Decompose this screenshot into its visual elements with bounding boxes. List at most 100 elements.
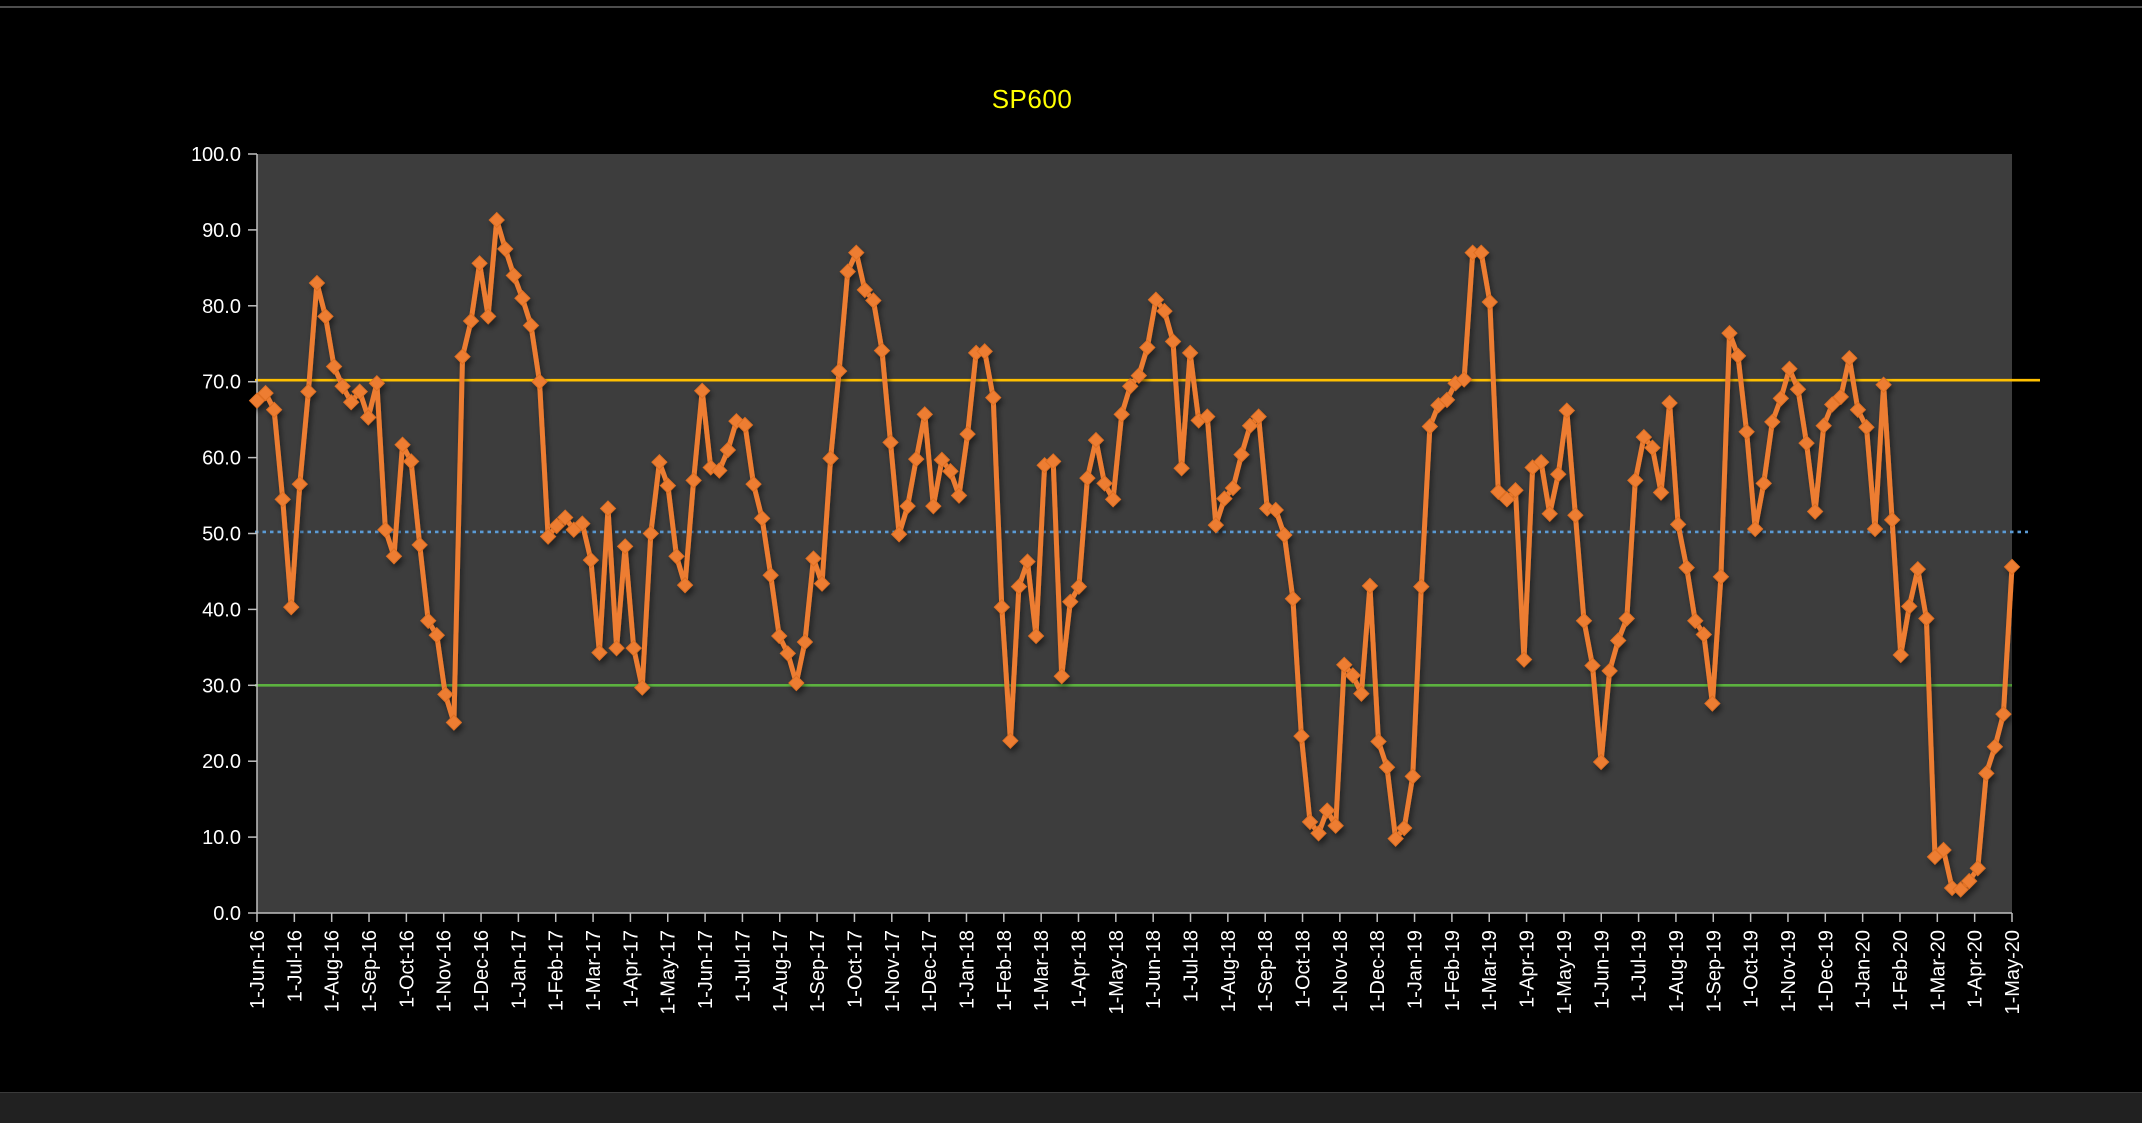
x-tick-label: 1-Nov-19 (1778, 930, 1800, 1012)
data-point-marker (1139, 339, 1156, 356)
data-point-marker (522, 317, 540, 334)
data-point-marker (1438, 391, 1456, 409)
data-point-marker (1609, 632, 1627, 649)
data-point-marker (428, 626, 445, 644)
data-point-marker (788, 674, 805, 692)
data-point-marker (1181, 344, 1199, 362)
data-point-marker (1575, 612, 1593, 629)
data-point-marker (985, 389, 1002, 406)
data-point-marker (479, 308, 497, 325)
data-point-marker (514, 290, 531, 307)
data-point-marker (1866, 520, 1884, 538)
data-point-marker (1002, 732, 1019, 749)
y-tick-label: 50.0 (202, 524, 241, 546)
data-point-marker (1669, 516, 1687, 533)
data-point-marker (907, 450, 925, 468)
x-tick-label: 1-Jan-17 (508, 930, 530, 1009)
data-point-marker (283, 598, 300, 616)
y-tick-label: 80.0 (202, 296, 241, 318)
y-tick-label: 40.0 (202, 599, 241, 621)
data-point-marker (411, 536, 428, 554)
data-point-marker (1978, 765, 1995, 782)
data-point-marker (865, 292, 882, 309)
x-tick-label: 1-Mar-20 (1927, 930, 1949, 1011)
data-point-marker (711, 462, 728, 479)
data-point-marker (377, 521, 394, 538)
data-point-marker (368, 375, 386, 392)
data-point-marker (1310, 825, 1327, 842)
data-point-marker (1584, 657, 1601, 674)
data-point-marker (300, 383, 317, 400)
data-point-marker (1455, 371, 1473, 388)
x-tick-label: 1-Apr-20 (1965, 930, 1987, 1008)
data-point-marker (308, 274, 326, 292)
x-tick-label: 1-Nov-17 (882, 930, 904, 1012)
data-point-marker (462, 312, 480, 330)
data-point-marker (873, 342, 891, 359)
data-point-marker (599, 500, 617, 517)
x-tick-label: 1-Dec-19 (1815, 930, 1837, 1012)
x-tick-label: 1-Jul-19 (1629, 930, 1651, 1002)
data-point-marker (1832, 388, 1849, 406)
x-tick-label: 1-Apr-18 (1068, 930, 1090, 1008)
data-point-marker (1541, 505, 1558, 522)
data-point-marker (1387, 830, 1404, 847)
data-point-marker (1627, 472, 1644, 489)
data-point-marker (1104, 491, 1122, 508)
data-point-marker (1687, 612, 1704, 629)
data-point-marker (1995, 705, 2012, 723)
data-point-marker (745, 475, 762, 493)
x-tick-label: 1-Feb-20 (1890, 930, 1912, 1011)
data-point-marker (796, 633, 814, 651)
data-point-marker (1550, 466, 1567, 483)
data-point-marker (1481, 293, 1498, 311)
x-tick-label: 1-Jun-16 (247, 930, 269, 1009)
data-point-marker (360, 409, 377, 426)
x-tick-label: 1-Sep-17 (807, 930, 829, 1012)
data-point-marker (1729, 347, 1747, 365)
data-point-marker (1986, 738, 2004, 755)
data-point-marker (420, 612, 437, 629)
chart-title: SP600 (991, 84, 1073, 114)
data-point-marker (976, 343, 993, 360)
data-point-marker (719, 441, 737, 459)
data-point-marker (556, 509, 574, 526)
data-point-marker (916, 406, 933, 423)
x-tick-label: 1-May-20 (2002, 930, 2024, 1014)
data-point-marker (1062, 593, 1079, 611)
data-point-marker (1806, 503, 1824, 520)
data-point-marker (505, 267, 523, 284)
data-point-marker (582, 551, 600, 569)
data-point-marker (1079, 469, 1096, 487)
data-point-marker (1507, 482, 1524, 499)
data-point-marker (1644, 439, 1661, 456)
x-tick-label: 1-Jul-16 (284, 930, 306, 1002)
data-point-marker (933, 451, 951, 469)
data-point-marker (1661, 394, 1678, 412)
data-point-marker (248, 392, 266, 409)
data-point-marker (274, 491, 291, 508)
data-point-marker (1378, 759, 1396, 776)
data-point-marker (942, 463, 959, 480)
data-point-marker (1764, 413, 1781, 431)
data-point-marker (1875, 376, 1892, 393)
data-point-marker (1318, 802, 1336, 819)
data-point-marker (454, 348, 471, 365)
x-tick-label: 1-Oct-19 (1741, 930, 1763, 1008)
data-point-marker (1164, 333, 1182, 350)
data-point-marker (1027, 627, 1045, 645)
data-point-marker (608, 639, 625, 657)
data-point-marker (342, 393, 360, 411)
data-point-marker (325, 358, 343, 375)
window-top-border (0, 6, 2142, 8)
data-point-marker (1592, 753, 1610, 771)
data-point-marker (925, 497, 942, 515)
data-point-marker (1233, 446, 1250, 463)
data-point-marker (1130, 367, 1147, 384)
data-point-marker (702, 459, 719, 476)
data-point-marker (1301, 813, 1319, 831)
data-point-marker (1250, 408, 1267, 425)
data-point-marker (1241, 417, 1259, 434)
data-point-marker (1969, 860, 1986, 877)
data-point-marker (1293, 727, 1310, 745)
